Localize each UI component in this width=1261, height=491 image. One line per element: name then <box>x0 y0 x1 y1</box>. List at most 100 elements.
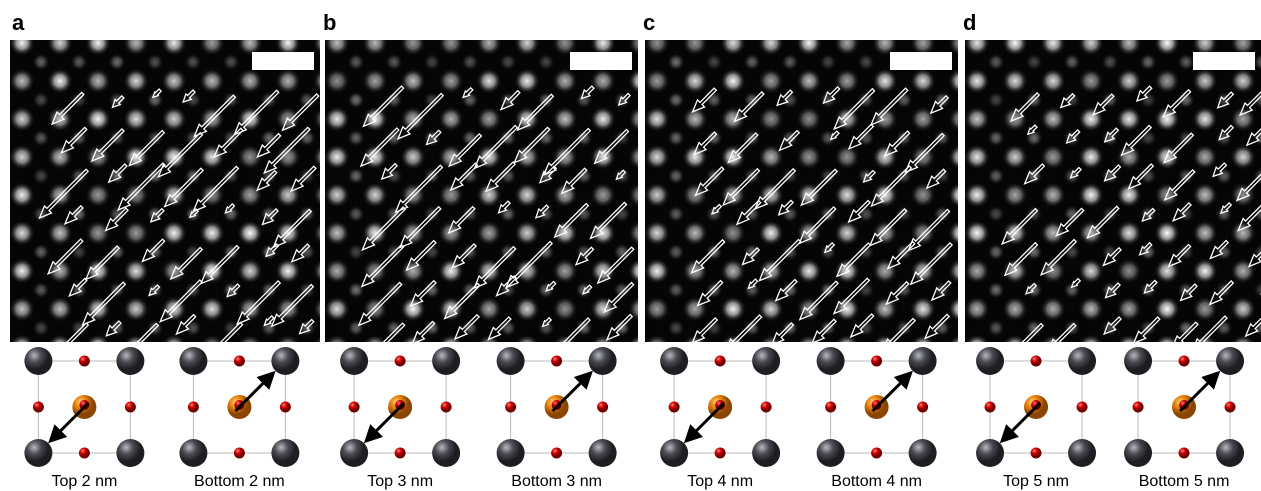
atom-column <box>1002 372 1028 398</box>
atom-column <box>9 106 35 132</box>
panel-label: a <box>12 10 25 35</box>
oxygen-atom <box>1031 448 1042 459</box>
atom-column <box>1063 129 1081 147</box>
corner-atom <box>660 439 688 467</box>
atom-column <box>298 205 316 223</box>
atom-column <box>1009 15 1027 33</box>
atom-column <box>987 167 1005 185</box>
oxygen-atom <box>395 356 406 367</box>
atom-column <box>237 0 263 18</box>
atom-column <box>438 106 464 132</box>
atom-column <box>275 372 301 398</box>
corner-atom <box>340 439 368 467</box>
atom-column <box>1002 68 1028 94</box>
atom-column <box>161 106 187 132</box>
unit-cell <box>340 347 460 467</box>
atom-column <box>796 0 822 18</box>
atom-column <box>347 281 365 299</box>
atom-column <box>237 372 263 398</box>
atom-column <box>85 220 111 246</box>
atom-column <box>298 15 316 33</box>
atom-column <box>438 0 464 18</box>
atom-column <box>514 182 540 208</box>
separator <box>958 40 961 342</box>
atom-column <box>1040 182 1066 208</box>
atom-column <box>32 91 50 109</box>
oxygen-atom <box>280 402 291 413</box>
atom-column <box>613 205 631 223</box>
atom-column <box>324 296 350 322</box>
atom-column <box>351 0 377 18</box>
scale-bar <box>890 52 952 70</box>
atom-column <box>47 30 73 56</box>
atom-column <box>108 395 126 413</box>
atom-column <box>758 220 784 246</box>
atom-column <box>275 296 301 322</box>
atom-column <box>9 372 35 398</box>
polarization-arrow <box>1004 403 1040 439</box>
atom-column <box>1139 281 1157 299</box>
atom-column <box>1253 15 1261 33</box>
atom-column <box>705 319 723 337</box>
atom-column <box>347 91 365 109</box>
atom-column <box>1230 296 1256 322</box>
atom-column <box>1040 106 1066 132</box>
atom-column <box>1192 144 1218 170</box>
atom-column <box>400 0 426 18</box>
atom-column <box>964 296 990 322</box>
atom-column <box>461 129 479 147</box>
atom-column <box>0 357 12 375</box>
corner-atom <box>497 347 525 375</box>
polarization-arrow <box>553 375 589 411</box>
atom-column <box>123 296 149 322</box>
atom-column <box>986 0 1012 18</box>
atom-column <box>199 296 225 322</box>
atom-column <box>1192 106 1218 132</box>
atom-column <box>423 167 441 185</box>
atom-column <box>644 220 670 246</box>
atom-column <box>461 357 479 375</box>
atom-column <box>720 68 746 94</box>
atom-column <box>613 243 631 261</box>
atom-column <box>872 258 898 284</box>
atom-column <box>819 53 837 71</box>
atom-column <box>613 395 631 413</box>
atom-column <box>781 395 799 413</box>
atom-column <box>1101 395 1119 413</box>
atom-column <box>85 334 111 360</box>
oxygen-atom <box>234 448 245 459</box>
atom-column <box>644 106 670 132</box>
atom-column <box>1116 0 1142 18</box>
atom-column <box>1192 220 1218 246</box>
atom-column <box>9 182 35 208</box>
atom-column <box>146 357 164 375</box>
atom-column <box>964 144 990 170</box>
atom-column <box>628 372 654 398</box>
atom-column <box>47 296 73 322</box>
atom-column <box>1101 167 1119 185</box>
atom-column <box>644 296 670 322</box>
atom-column <box>1230 0 1256 18</box>
panel-label: b <box>323 10 336 35</box>
corner-atom <box>589 347 617 375</box>
oxygen-atom <box>761 402 772 413</box>
atom-column <box>499 129 517 147</box>
atom-column <box>834 296 860 322</box>
atom-column <box>1192 182 1218 208</box>
atom-column <box>400 334 426 360</box>
atom-column <box>1101 357 1119 375</box>
atom-column <box>309 357 327 375</box>
atom-column <box>590 68 616 94</box>
atom-column <box>161 0 187 18</box>
atom-column <box>85 296 111 322</box>
oxygen-atom <box>1179 356 1190 367</box>
atom-column <box>1078 0 1104 18</box>
atom-column <box>461 53 479 71</box>
oxygen-atom <box>441 402 452 413</box>
atom-column <box>1177 15 1195 33</box>
oxygen-atom <box>1225 402 1236 413</box>
oxygen-atom <box>1179 448 1190 459</box>
atom-column <box>667 281 685 299</box>
corner-atom <box>660 347 688 375</box>
atom-column <box>199 220 225 246</box>
